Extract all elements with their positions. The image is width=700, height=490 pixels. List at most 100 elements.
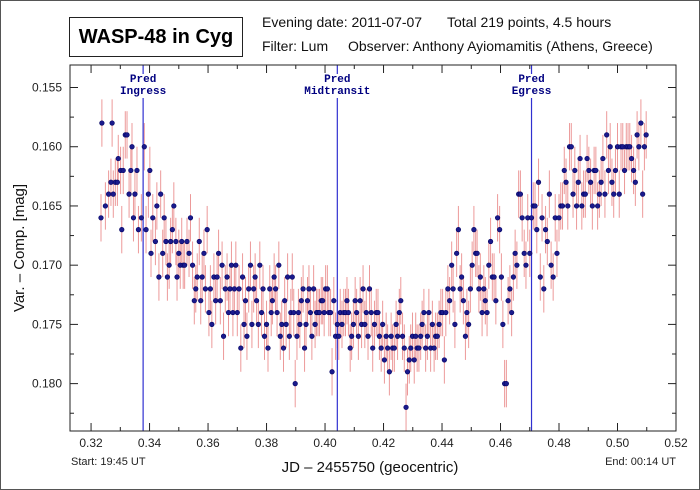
- data-point: [265, 345, 271, 351]
- data-point: [324, 286, 330, 292]
- data-point: [403, 404, 409, 410]
- data-point: [106, 191, 112, 197]
- data-point: [271, 274, 277, 280]
- data-point: [241, 321, 247, 327]
- data-point: [370, 345, 376, 351]
- data-point: [521, 250, 527, 256]
- data-point: [331, 298, 337, 304]
- data-point: [532, 203, 538, 209]
- data-point: [534, 227, 540, 233]
- x-tick-label: 0.52: [664, 436, 688, 450]
- data-point: [404, 369, 411, 375]
- data-point: [128, 167, 134, 174]
- data-point: [191, 298, 197, 304]
- data-point: [393, 321, 399, 327]
- data-point: [261, 333, 268, 339]
- data-point: [436, 321, 442, 327]
- x-tick-label: 0.42: [372, 436, 396, 450]
- data-point: [604, 132, 610, 138]
- x-tick-label: 0.48: [547, 436, 571, 450]
- data-point: [577, 155, 583, 162]
- data-point: [249, 321, 255, 327]
- data-point: [158, 191, 164, 197]
- data-point: [386, 369, 392, 375]
- data-point: [283, 321, 289, 327]
- data-point: [462, 333, 469, 339]
- data-point: [596, 191, 602, 197]
- plot-area-frame: [69, 64, 677, 432]
- data-point: [145, 191, 151, 197]
- data-point: [593, 167, 599, 174]
- y-tick-label: 0.160: [32, 140, 62, 154]
- data-point: [611, 191, 617, 197]
- data-point: [268, 309, 274, 316]
- data-point: [362, 321, 368, 327]
- data-point: [366, 286, 373, 292]
- data-point: [391, 345, 397, 351]
- data-point: [479, 309, 485, 316]
- data-point: [595, 203, 601, 209]
- data-point: [222, 286, 228, 292]
- x-tick-label: 0.34: [138, 436, 162, 450]
- data-point: [143, 227, 149, 233]
- data-point: [572, 167, 578, 174]
- data-point: [217, 298, 223, 304]
- data-point: [455, 227, 462, 233]
- data-point: [365, 333, 371, 339]
- data-point: [507, 286, 513, 292]
- y-tick-label: 0.175: [32, 317, 62, 331]
- data-point: [238, 345, 244, 351]
- data-point: [309, 333, 315, 339]
- data-point: [224, 274, 230, 280]
- data-point: [546, 191, 552, 197]
- data-point: [548, 262, 554, 268]
- pred-egress-label-line1: Pred: [518, 74, 544, 86]
- data-point: [108, 179, 114, 185]
- data-point: [375, 309, 381, 316]
- data-point: [394, 333, 401, 339]
- data-point: [354, 309, 360, 316]
- data-point: [345, 309, 352, 316]
- data-point: [636, 144, 642, 150]
- data-point: [469, 262, 475, 268]
- data-point: [231, 286, 237, 292]
- data-point: [388, 333, 394, 339]
- data-point: [401, 345, 407, 351]
- data-point: [282, 298, 288, 304]
- data-point: [523, 262, 529, 268]
- chart-title: WASP-48 in Cyg: [69, 17, 243, 57]
- data-point: [396, 309, 402, 316]
- data-point: [383, 333, 389, 339]
- data-point: [339, 321, 345, 327]
- data-point: [559, 203, 566, 209]
- data-point: [561, 167, 567, 174]
- data-point: [163, 238, 169, 245]
- data-point: [294, 333, 300, 339]
- data-point: [459, 274, 465, 280]
- data-point: [607, 144, 613, 150]
- data-point: [336, 333, 342, 339]
- x-tick-label: 0.44: [430, 436, 454, 450]
- label-background: [128, 74, 158, 86]
- data-point: [233, 262, 239, 268]
- data-point: [418, 333, 424, 339]
- data-point: [542, 227, 549, 233]
- label-background: [517, 74, 546, 86]
- data-point: [541, 286, 547, 292]
- data-point: [119, 227, 125, 233]
- data-point: [150, 215, 156, 221]
- data-point: [102, 203, 108, 209]
- data-point: [368, 309, 374, 316]
- data-point: [99, 120, 105, 126]
- data-point: [239, 274, 246, 280]
- data-point: [527, 250, 533, 256]
- data-point: [247, 262, 254, 268]
- data-point: [632, 179, 638, 185]
- data-point: [411, 357, 417, 363]
- data-point: [355, 333, 361, 339]
- data-point: [487, 238, 494, 245]
- data-point: [494, 215, 501, 221]
- data-point: [602, 191, 608, 197]
- data-point: [316, 309, 323, 316]
